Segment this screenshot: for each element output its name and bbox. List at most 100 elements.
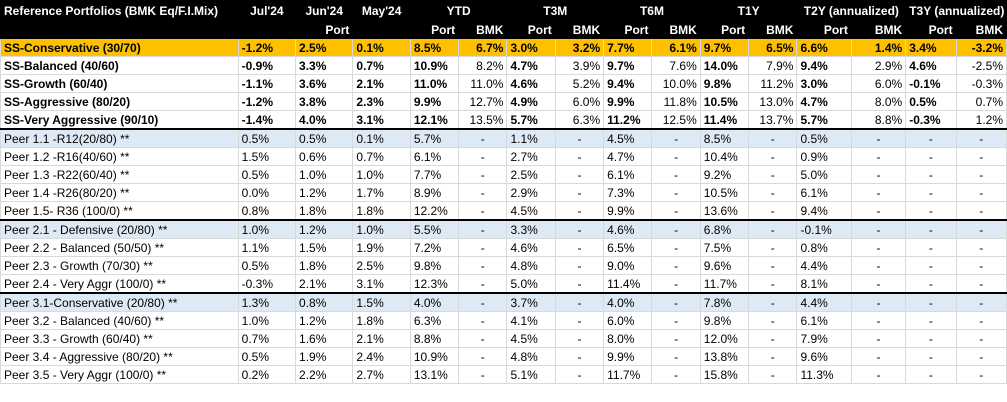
table-cell: - <box>458 311 508 330</box>
table-cell: - <box>554 256 605 275</box>
table-cell: 9.9% <box>603 92 653 111</box>
table-row: Peer 2.2 - Balanced (50/50) ** 1.1% 1.5% 1.… <box>0 238 1007 257</box>
table-cell: 6.1% <box>603 165 653 184</box>
table-cell: - <box>905 311 957 330</box>
table-cell: - <box>651 274 701 294</box>
table-cell: 1.5% <box>295 238 354 257</box>
table-cell: 13.0% <box>748 92 798 111</box>
table-cell: -1.2% <box>237 38 297 57</box>
table-cell: - <box>651 256 701 275</box>
table-cell: - <box>748 274 798 294</box>
table-cell: 2.5% <box>506 165 556 184</box>
table-cell: 11.4% <box>699 110 750 130</box>
table-row: Peer 2.1 - Defensive (20/80) ** 1.0% 1.2% 1… <box>0 219 1007 239</box>
table-cell: 12.7% <box>458 92 508 111</box>
table-cell: - <box>651 311 701 330</box>
table-cell: 0.5% <box>905 92 957 111</box>
table-cell: 3.0% <box>506 38 556 57</box>
table-cell: 0.8% <box>237 201 297 221</box>
row-label: SS-Growth (60/40) <box>0 74 239 93</box>
table-cell: 8.8% <box>850 110 907 130</box>
table-cell: 0.1% <box>352 128 411 148</box>
table-row: Peer 3.1-Conservative (20/80) ** 1.3% 0.8%… <box>0 292 1007 312</box>
table-cell: 4.5% <box>603 128 653 148</box>
table-cell: 12.5% <box>651 110 701 130</box>
table-cell: - <box>458 183 508 202</box>
table-cell: - <box>458 329 508 348</box>
table-cell: -0.3% <box>955 74 1007 93</box>
table-cell: 1.0% <box>237 219 297 239</box>
table-cell: 8.1% <box>796 274 852 294</box>
table-cell: - <box>554 365 605 384</box>
table-cell: - <box>955 365 1007 384</box>
table-cell: -0.1% <box>796 219 852 239</box>
table-cell: - <box>905 128 957 148</box>
table-cell: - <box>955 347 1007 366</box>
table-cell: 3.2% <box>554 38 605 57</box>
table-cell: 1.1% <box>506 128 556 148</box>
table-cell: 9.9% <box>603 201 653 221</box>
table-cell: 1.6% <box>295 329 354 348</box>
table-cell: -3.2% <box>955 38 1007 57</box>
table-cell: 1.8% <box>295 201 354 221</box>
table-cell: 2.7% <box>352 365 411 384</box>
table-cell: 13.1% <box>409 365 460 384</box>
table-cell: 4.9% <box>506 92 556 111</box>
table-cell: 9.6% <box>699 256 750 275</box>
table-cell: 5.5% <box>409 219 460 239</box>
row-label: SS-Balanced (40/60) <box>0 56 239 75</box>
table-cell: - <box>850 347 907 366</box>
table-row: Peer 3.4 - Aggressive (80/20) ** 0.5% 1.9%… <box>0 347 1007 366</box>
table-cell: - <box>458 256 508 275</box>
table-cell: 6.3% <box>554 110 605 130</box>
table-cell: 12.0% <box>699 329 750 348</box>
table-cell: - <box>458 201 508 221</box>
table-cell: 1.9% <box>295 347 354 366</box>
table-cell: 5.1% <box>506 365 556 384</box>
table-cell: - <box>850 183 907 202</box>
row-label: Peer 1.3 -R22(60/40) ** <box>0 165 239 184</box>
table-cell: 10.5% <box>699 183 750 202</box>
table-cell: 3.3% <box>295 56 354 75</box>
row-label: Peer 3.5 - Very Aggr (100/0) ** <box>0 365 239 384</box>
subheader-cell: Port <box>905 21 957 39</box>
table-cell: - <box>905 347 957 366</box>
subheader-cell <box>237 21 297 39</box>
table-cell: 0.1% <box>352 38 411 57</box>
table-cell: 1.2% <box>955 110 1007 130</box>
table-cell: - <box>554 165 605 184</box>
table-cell: 8.0% <box>603 329 653 348</box>
table-cell: 5.7% <box>796 110 852 130</box>
table-cell: 5.7% <box>409 128 460 148</box>
table-cell: 6.7% <box>458 38 508 57</box>
table-cell: 12.1% <box>409 110 460 130</box>
table-row: SS-Conservative (30/70) -1.2% 2.5% 0.1% 8.5%… <box>0 38 1007 57</box>
table-cell: 11.4% <box>603 274 653 294</box>
table-cell: 1.0% <box>237 311 297 330</box>
table-cell: - <box>458 365 508 384</box>
table-row: Peer 1.4 -R26(80/20) ** 0.0% 1.2% 1.7% 8.9% -… <box>0 183 1007 202</box>
table-cell: 0.2% <box>237 365 297 384</box>
table-cell: 1.7% <box>352 183 411 202</box>
table-cell: - <box>458 238 508 257</box>
subheader-cell: Port <box>796 21 852 39</box>
table-cell: - <box>458 219 508 239</box>
table-cell: 8.2% <box>458 56 508 75</box>
table-cell: 7.2% <box>409 238 460 257</box>
table-cell: 6.8% <box>699 219 750 239</box>
table-cell: - <box>850 147 907 166</box>
subheader-cell <box>352 21 411 39</box>
table-cell: 0.7% <box>955 92 1007 111</box>
table-cell: 2.9% <box>850 56 907 75</box>
table-cell: 0.8% <box>295 292 354 312</box>
table-cell: - <box>554 311 605 330</box>
table-cell: 3.7% <box>506 292 556 312</box>
table-cell: 0.0% <box>237 183 297 202</box>
table-cell: 4.6% <box>905 56 957 75</box>
table-row: SS-Very Aggressive (90/10) -1.4% 4.0% 3.1% 1… <box>0 110 1007 130</box>
table-cell: 8.9% <box>409 183 460 202</box>
table-cell: 4.8% <box>506 256 556 275</box>
table-cell: 9.2% <box>699 165 750 184</box>
table-cell: 1.0% <box>295 165 354 184</box>
subheader-cell: BMK <box>850 21 907 39</box>
